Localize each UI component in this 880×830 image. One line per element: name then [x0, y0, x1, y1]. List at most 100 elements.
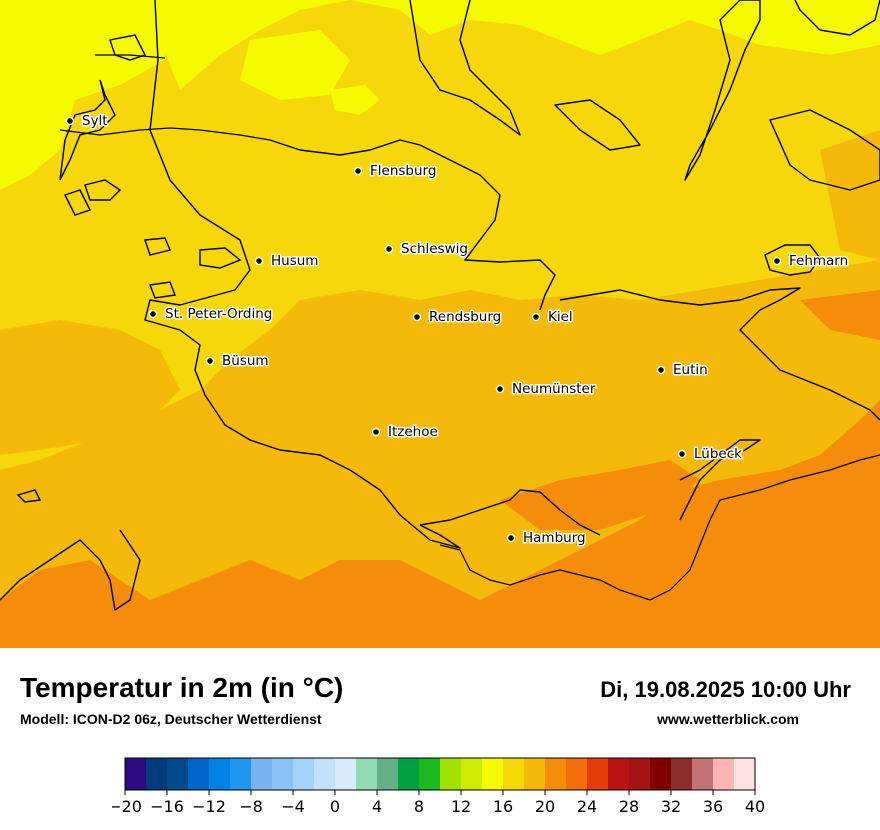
- city-label: Flensburg: [370, 163, 436, 179]
- legend-tick-label: 28: [619, 797, 639, 816]
- temperature-legend: −20 −16 −12 −8 −4 0 4 8 12 16 20 24 28 32 36 40: [112, 757, 765, 816]
- legend-tick-label: 20: [535, 797, 555, 816]
- city-label: Sylt: [82, 113, 108, 129]
- city-dot: [495, 384, 505, 394]
- city-itzehoe: Itzehoe: [371, 423, 439, 442]
- model-subtitle: Modell: ICON-D2 06z, Deutscher Wetterdie…: [20, 711, 322, 727]
- legend-swatch: [188, 758, 210, 790]
- islands: [16, 34, 821, 503]
- temperature-field-22-24-e: [800, 290, 880, 340]
- legend-swatch: [440, 758, 462, 790]
- map-title: Temperatur in 2m (in °C): [20, 672, 344, 703]
- temperature-field-yellow-nw: [0, 0, 170, 190]
- city-st-peter-ording: St. Peter-Ording: [148, 305, 274, 324]
- city-label: Lübeck: [694, 446, 742, 462]
- city-dot: [772, 256, 782, 266]
- coastline-elbe-south: [0, 529, 141, 611]
- legend-tick-label: −12: [192, 797, 226, 816]
- island-pellworm: [144, 237, 171, 256]
- city-l-beck: Lübeck: [677, 445, 744, 464]
- legend-tick-label: 24: [577, 797, 597, 816]
- temperature-field-20-22-w: [0, 320, 180, 455]
- city-dot: [205, 356, 215, 366]
- border-state-south: [439, 454, 880, 601]
- city-dot: [506, 533, 516, 543]
- legend-swatch: [524, 758, 546, 790]
- legend-swatch: [608, 758, 630, 790]
- coastline-northeast-denmark: [409, 0, 521, 136]
- coastlines: [0, 0, 880, 611]
- city-husum: Husum: [254, 252, 320, 271]
- city-label: Büsum: [222, 353, 269, 369]
- city-label: Itzehoe: [388, 424, 438, 440]
- temperature-field-yellow-n: [160, 0, 880, 90]
- temperature-field-22-24-sw: [0, 600, 40, 648]
- city-label: St. Peter-Ording: [165, 306, 272, 322]
- temperature-field-yellow-dk: [240, 30, 350, 100]
- legend-swatch: [671, 758, 693, 790]
- coastline-island-lolland: [769, 109, 880, 191]
- temperature-map: Sylt Flensburg Schleswig Husum St. Peter-Ord…: [0, 0, 880, 648]
- legend-swatch: [272, 758, 294, 790]
- city-dot: [65, 116, 75, 126]
- legend-border: [124, 757, 756, 791]
- city-label: Neumünster: [512, 381, 596, 397]
- city-markers: Sylt Flensburg Schleswig Husum St. Peter-Ord…: [65, 112, 850, 548]
- city-fehmarn: Fehmarn: [772, 252, 850, 271]
- legend-swatch: [713, 758, 735, 790]
- temperature-field-22-24-s: [0, 400, 880, 648]
- island-roemoe: [109, 34, 146, 61]
- legend-swatch: [587, 758, 609, 790]
- city-dot: [531, 312, 541, 322]
- coastline-denmark-island: [684, 0, 761, 181]
- legend-swatch: [398, 758, 420, 790]
- city-label: Kiel: [548, 309, 573, 325]
- island-fehmarn: [764, 244, 821, 276]
- legend-swatch: [545, 758, 567, 790]
- city-sylt: Sylt: [65, 112, 109, 131]
- city-rendsburg: Rendsburg: [412, 308, 503, 327]
- legend-swatch: [503, 758, 525, 790]
- legend-swatch: [335, 758, 357, 790]
- temperature-field-yellow-islet: [330, 85, 380, 115]
- city-label: Schleswig: [401, 241, 468, 257]
- city-flensburg: Flensburg: [353, 162, 438, 181]
- legend-swatch: [377, 758, 399, 790]
- website-link[interactable]: www.wetterblick.com: [657, 711, 799, 727]
- legend-tick-label: 4: [372, 797, 382, 816]
- legend-swatch: [167, 758, 189, 790]
- city-hamburg: Hamburg: [506, 529, 587, 548]
- island-nordstrand: [199, 247, 242, 269]
- legend-tick-label: 32: [661, 797, 681, 816]
- city-eutin: Eutin: [656, 361, 709, 380]
- legend-swatch: [209, 758, 231, 790]
- legend-tick-label: 12: [451, 797, 471, 816]
- legend-tick-label: 40: [745, 797, 765, 816]
- coastline-fjord: [299, 139, 556, 311]
- city-dot: [412, 312, 422, 322]
- city-dot: [384, 244, 394, 254]
- legend-swatch: [692, 758, 714, 790]
- legend-swatch: [482, 758, 504, 790]
- city-label: Hamburg: [523, 530, 586, 546]
- border-dk-north: [95, 54, 166, 59]
- city-label: Eutin: [673, 362, 708, 378]
- legend-swatch: [251, 758, 273, 790]
- legend-swatch: [650, 758, 672, 790]
- island-sylt: [59, 79, 116, 181]
- city-dot: [254, 256, 264, 266]
- borders: [59, 54, 880, 601]
- coastline-island-als: [794, 0, 880, 36]
- legend-tick-label: 36: [703, 797, 723, 816]
- coastline-mainland-west: [144, 0, 461, 549]
- legend-swatch: [230, 758, 252, 790]
- city-dot: [371, 427, 381, 437]
- legend-swatch: [314, 758, 336, 790]
- legend-tick-label: 16: [493, 797, 513, 816]
- border-de-dk: [59, 127, 301, 151]
- island-sw: [16, 489, 42, 503]
- legend-swatch: [125, 758, 147, 790]
- legend-swatch: [629, 758, 651, 790]
- legend-swatch: [356, 758, 378, 790]
- legend-tick-label: 0: [330, 797, 340, 816]
